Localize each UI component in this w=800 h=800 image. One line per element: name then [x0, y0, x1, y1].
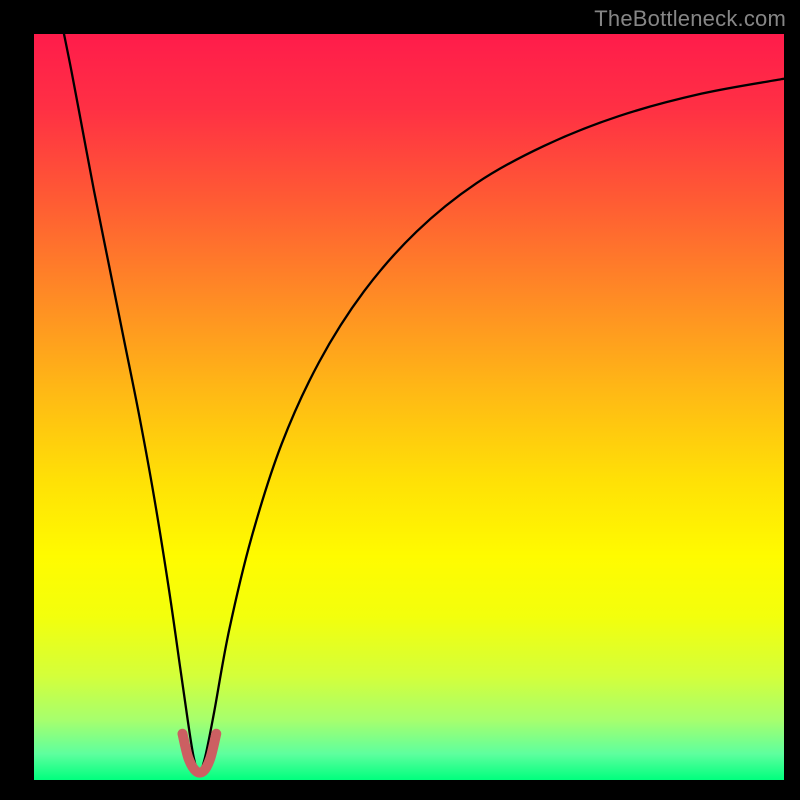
bottleneck-curve — [64, 34, 784, 773]
plot-area — [34, 34, 784, 780]
watermark-text: TheBottleneck.com — [594, 6, 786, 32]
minimum-marker — [183, 734, 217, 773]
curve-layer — [34, 34, 784, 780]
